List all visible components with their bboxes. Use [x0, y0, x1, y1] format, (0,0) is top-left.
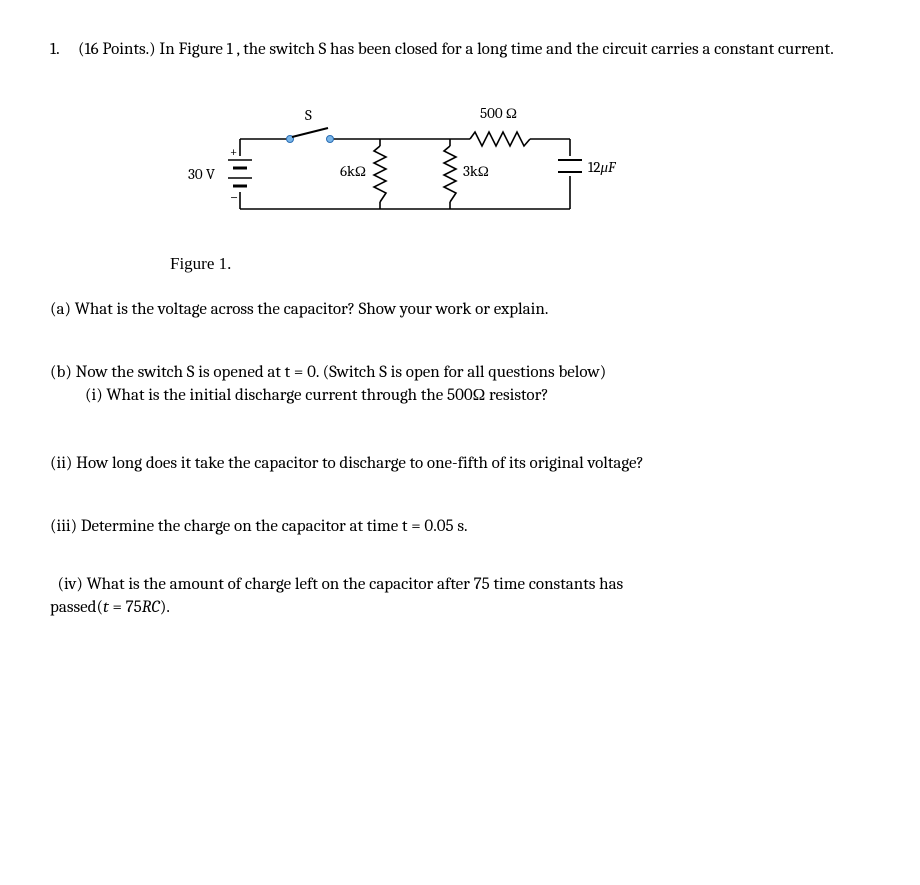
battery-plus: + [230, 145, 237, 160]
circuit-diagram: + − 30 V S 6kΩ 3kΩ 500 Ω 12μF [170, 84, 650, 244]
part-b-ii: (ii) How long does it take the capacitor… [50, 453, 870, 476]
resistor-3k-icon [444, 146, 456, 202]
switch-label: S [305, 106, 312, 124]
switch-icon [287, 128, 334, 143]
part-b-intro: (b) Now the switch S is opened at t = 0.… [50, 362, 870, 385]
question-header: 1. (16 Points.) In Figure 1 , the switch… [50, 40, 870, 59]
resistor-6k-icon [374, 146, 386, 202]
resistor-500-icon [470, 132, 530, 146]
battery-icon [228, 160, 252, 186]
part-b-i: (i) What is the initial discharge curren… [85, 385, 870, 408]
resistor-6k-label: 6kΩ [340, 162, 366, 180]
capacitor-icon [558, 160, 582, 172]
resistor-500-label: 500 Ω [480, 104, 517, 122]
resistor-3k-label: 3kΩ [463, 162, 489, 180]
question-prompt: (16 Points.) In Figure 1 , the switch S … [78, 40, 870, 59]
figure-1: + − 30 V S 6kΩ 3kΩ 500 Ω 12μF [170, 84, 870, 244]
part-b: (b) Now the switch S is opened at t = 0.… [50, 362, 870, 408]
battery-minus: − [230, 188, 238, 206]
part-a: (a) What is the voltage across the capac… [50, 299, 870, 322]
battery-label: 30 V [188, 165, 215, 183]
part-b-iii: (iii) Determine the charge on the capaci… [50, 516, 870, 539]
part-b-iv-text: (iv) What is the amount of charge left o… [50, 575, 623, 617]
figure-caption: Figure 1. [170, 254, 870, 274]
part-b-iv: (iv) What is the amount of charge left o… [50, 574, 870, 620]
question-number: 1. [50, 40, 78, 59]
capacitor-label: 12μF [588, 158, 617, 176]
